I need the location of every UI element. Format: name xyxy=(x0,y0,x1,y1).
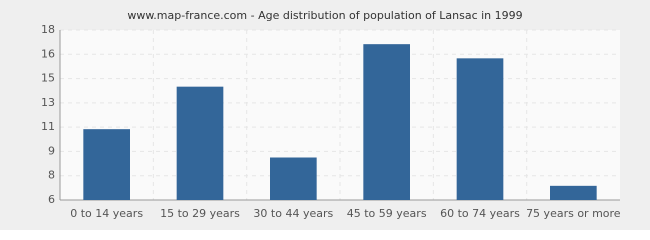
bar xyxy=(363,44,410,200)
y-tick-label: 18 xyxy=(41,23,55,36)
x-tick-label: 75 years or more xyxy=(526,207,621,220)
chart-title: www.map-france.com - Age distribution of… xyxy=(127,9,522,22)
y-tick-label: 8 xyxy=(48,169,55,182)
bar xyxy=(83,129,130,200)
bar xyxy=(456,58,504,201)
plot-area xyxy=(60,30,620,200)
bar xyxy=(550,185,597,200)
y-tick-label: 13 xyxy=(41,96,55,109)
bar xyxy=(270,157,317,200)
y-tick-label: 9 xyxy=(48,144,55,157)
x-tick-label: 15 to 29 years xyxy=(160,207,240,220)
x-tick-label: 0 to 14 years xyxy=(70,207,143,220)
y-tick-label: 16 xyxy=(41,47,55,60)
chart: www.map-france.com - Age distribution of… xyxy=(0,0,650,230)
bar xyxy=(176,86,224,200)
x-tick-label: 30 to 44 years xyxy=(253,207,333,220)
x-tick-label: 60 to 74 years xyxy=(440,207,520,220)
x-tick-label: 45 to 59 years xyxy=(347,207,427,220)
y-tick-label: 6 xyxy=(48,193,55,206)
y-tick-label: 11 xyxy=(41,120,55,133)
y-tick-label: 15 xyxy=(41,72,55,85)
